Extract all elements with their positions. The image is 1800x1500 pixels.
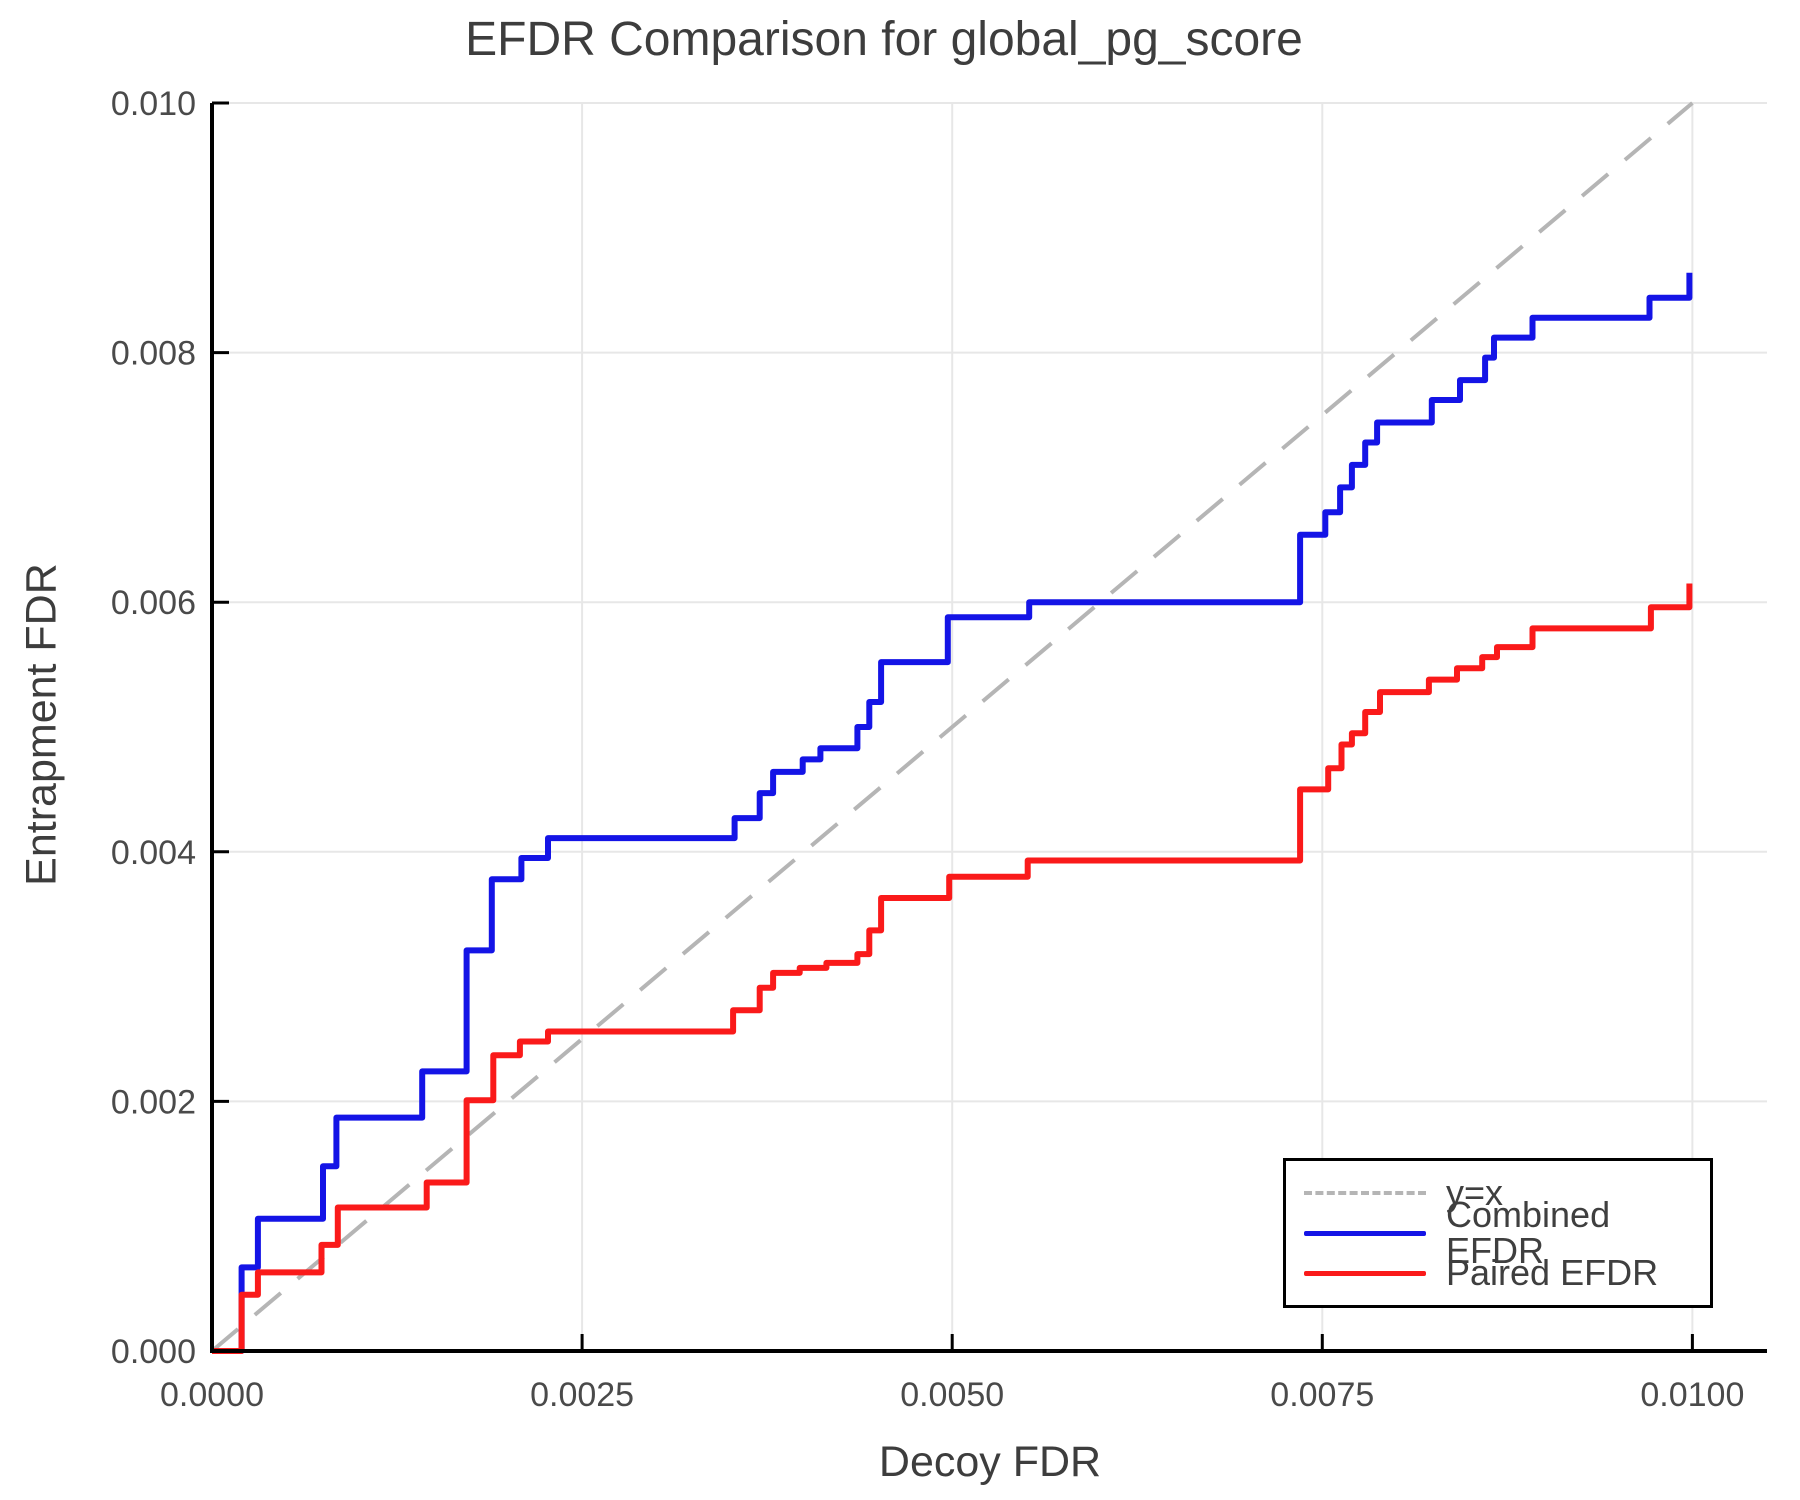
blue-line-icon	[1304, 1230, 1426, 1236]
series-paired-efdr	[212, 583, 1693, 1354]
x-tick-label: 0.0075	[1270, 1376, 1374, 1414]
series-combined-efdr	[212, 272, 1693, 1354]
x-tick-label: 0.0025	[530, 1376, 634, 1414]
y-tick-label: 0.010	[111, 85, 196, 123]
y-tick-label: 0.000	[111, 1333, 196, 1371]
y-tick-label: 0.008	[111, 335, 196, 373]
chart-title: EFDR Comparison for global_pg_score	[465, 13, 1303, 66]
legend: y=x Combined EFDR Paired EFDR	[1283, 1158, 1713, 1308]
legend-label-paired: Paired EFDR	[1446, 1252, 1659, 1293]
y-tick-label: 0.006	[111, 584, 196, 622]
x-axis-label: Decoy FDR	[878, 1438, 1102, 1486]
series-y-x	[210, 101, 1694, 1353]
legend-item-combined: Combined EFDR	[1304, 1197, 1710, 1269]
legend-item-paired: Paired EFDR	[1304, 1254, 1710, 1292]
y-tick-label: 0.004	[111, 834, 196, 872]
y-axis-label: Entrapment FDR	[17, 563, 66, 886]
y-tick-label: 0.002	[111, 1083, 196, 1121]
legend-label-identity: y=x	[1446, 1172, 1504, 1213]
red-line-icon	[1304, 1270, 1426, 1276]
x-tick-label: 0.0000	[160, 1376, 264, 1414]
legend-item-identity: y=x	[1304, 1174, 1710, 1212]
dashed-line-icon	[1304, 1191, 1426, 1195]
x-tick-label: 0.0050	[900, 1376, 1004, 1414]
x-tick-label: 0.0100	[1640, 1376, 1744, 1414]
legend-label-combined: Combined EFDR	[1446, 1194, 1611, 1271]
